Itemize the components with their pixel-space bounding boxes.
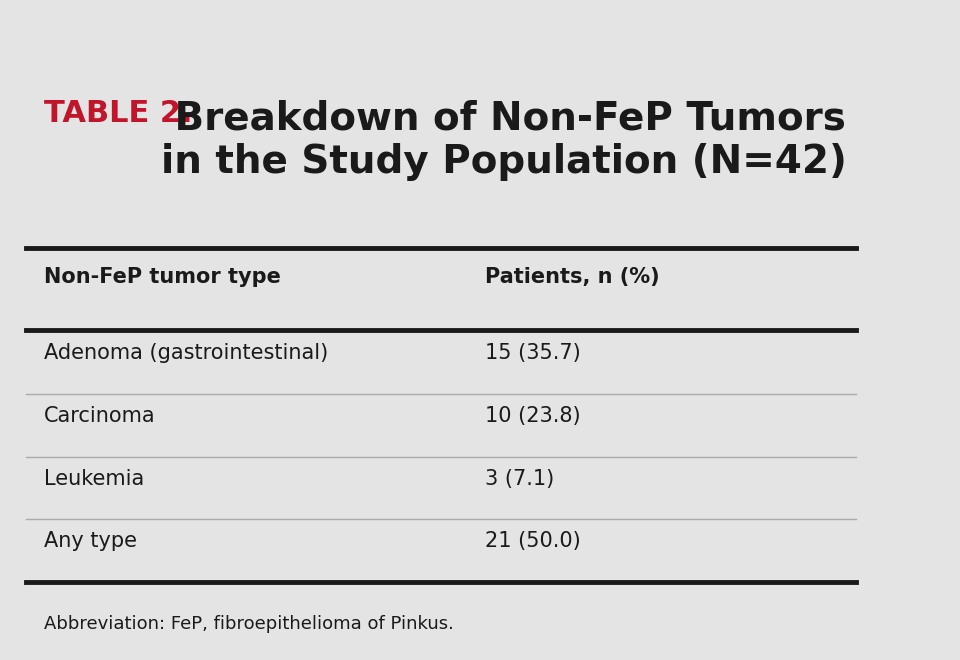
Text: Non-FeP tumor type: Non-FeP tumor type (44, 267, 281, 287)
Text: 3 (7.1): 3 (7.1) (486, 469, 555, 488)
Text: Breakdown of Non-FeP Tumors
in the Study Population (N=42): Breakdown of Non-FeP Tumors in the Study… (160, 99, 847, 181)
Text: Patients, n (%): Patients, n (%) (486, 267, 660, 287)
Text: Carcinoma: Carcinoma (44, 406, 156, 426)
Text: 10 (23.8): 10 (23.8) (486, 406, 581, 426)
Text: Abbreviation: FeP, fibroepithelioma of Pinkus.: Abbreviation: FeP, fibroepithelioma of P… (44, 615, 454, 633)
Text: 21 (50.0): 21 (50.0) (486, 531, 581, 551)
Text: Any type: Any type (44, 531, 137, 551)
Text: TABLE 2.: TABLE 2. (44, 99, 193, 128)
Text: Adenoma (gastrointestinal): Adenoma (gastrointestinal) (44, 343, 328, 363)
Text: Leukemia: Leukemia (44, 469, 144, 488)
Text: 15 (35.7): 15 (35.7) (486, 343, 581, 363)
